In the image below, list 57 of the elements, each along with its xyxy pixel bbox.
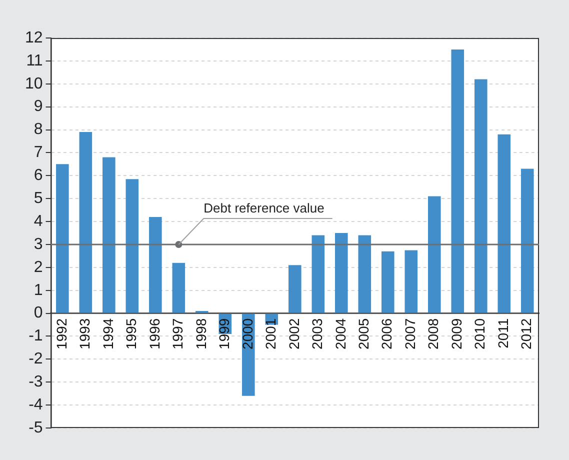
bar: [312, 235, 325, 313]
x-tick-label: 2011: [494, 318, 511, 348]
y-tick-label: -4: [28, 396, 43, 414]
bar: [474, 79, 488, 313]
y-tick-label: 10: [25, 75, 43, 92]
x-tick-label: 2009: [448, 318, 464, 350]
x-tick-label: 2003: [309, 318, 326, 350]
y-tick-label: 8: [34, 121, 43, 138]
x-tick-label: 1992: [53, 318, 70, 350]
x-tick-label: 1998: [192, 318, 209, 350]
y-tick-label: 7: [34, 144, 43, 162]
y-tick-label: -5: [28, 419, 43, 436]
x-tick-label: 1997: [170, 318, 186, 350]
y-tick-label: 9: [34, 98, 43, 116]
y-tick-label: -3: [28, 374, 43, 391]
bar: [404, 250, 418, 313]
y-tick-label: 4: [34, 212, 43, 230]
bar: [149, 216, 162, 313]
x-tick-label: 2000: [239, 318, 256, 350]
y-tick-label: -2: [28, 350, 43, 368]
bar: [288, 265, 302, 313]
y-tick-label: -1: [28, 328, 43, 345]
x-tick-label: 1994: [100, 318, 116, 350]
bar: [172, 262, 186, 313]
y-tick-label: 0: [34, 304, 43, 322]
x-tick-label: 2007: [402, 318, 418, 350]
ref-line-label: Debt reference value: [204, 200, 324, 216]
y-tick-label: 11: [26, 52, 43, 70]
bar: [79, 132, 92, 313]
bar: [126, 179, 139, 313]
bar: [381, 251, 394, 313]
x-tick-label: 1999: [216, 318, 232, 350]
y-tick-label: 1: [34, 282, 43, 299]
x-tick-label: 2002: [286, 318, 302, 350]
x-tick-label: 2012: [518, 318, 534, 350]
y-tick-label: 5: [34, 190, 43, 207]
y-tick-label: 6: [34, 167, 43, 184]
bar: [358, 235, 372, 313]
x-tick-label: 2008: [425, 318, 442, 350]
y-tick-label: 2: [34, 258, 43, 276]
y-tick-label: 12: [25, 29, 43, 46]
bar: [56, 164, 69, 313]
x-tick-label: 1993: [76, 318, 93, 350]
bar: [451, 49, 464, 313]
x-tick-label: 2001: [262, 318, 279, 350]
x-tick-label: 2004: [332, 318, 348, 350]
y-tick-label: 3: [34, 236, 43, 253]
x-tick-label: 2005: [356, 318, 372, 350]
bar: [102, 157, 116, 313]
bar: [520, 168, 534, 313]
x-tick-label: 1995: [123, 318, 140, 350]
bar: [335, 233, 348, 313]
x-tick-label: 2006: [378, 318, 395, 350]
bar: [498, 134, 511, 313]
bar: [428, 196, 441, 313]
x-tick-label: 2010: [472, 318, 488, 350]
x-tick-label: 1996: [146, 318, 162, 350]
